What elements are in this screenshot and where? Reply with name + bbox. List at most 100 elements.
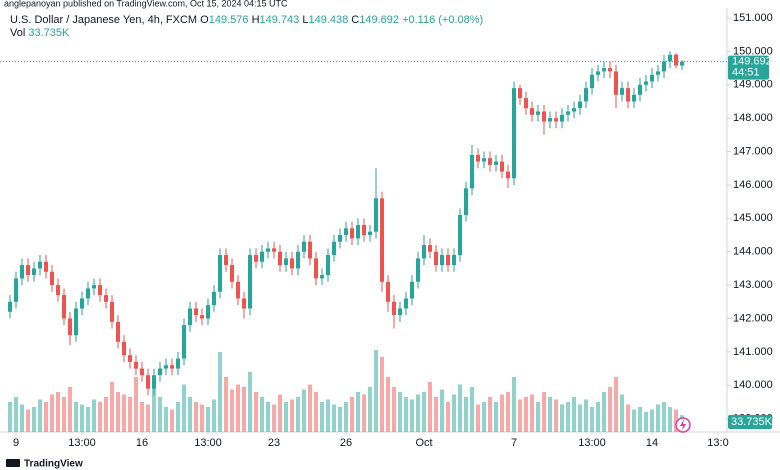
y-tick-label: 144.000 [733,246,773,258]
y-tick-label: 149.000 [733,79,773,91]
candle-body [44,261,48,272]
volume-bar [242,387,246,432]
candle-body [500,161,504,172]
candle-body [422,245,426,259]
y-tick-label: 143.000 [733,279,773,291]
candle-body [386,281,390,302]
volume-bar [422,392,426,432]
last-price-label: 149.692 [732,56,772,68]
volume-legend: Vol 33.735K [10,27,69,39]
candle-body [392,301,396,316]
candle-body [200,315,204,319]
volume-bar [116,392,120,432]
volume-bar [278,394,282,432]
y-tick-label: 140.000 [733,379,773,391]
volume-bar [434,397,438,432]
candle-body [152,375,156,389]
volume-bar [248,372,252,432]
logo: TradingView [6,459,83,470]
candle-body [86,288,90,299]
volume-bar [524,397,528,432]
candle-body [56,285,60,296]
y-tick-label: 145.000 [733,212,773,224]
candle-body [554,118,558,122]
candle-body [218,255,222,292]
volume-bar [128,397,132,432]
candle-body [134,361,138,369]
candle-body [302,241,306,252]
volume-bar [548,397,552,432]
volume-bar [668,407,672,432]
candle-body [266,248,270,252]
volume-bar [272,404,276,432]
candle-body [140,368,144,376]
candle-body [224,255,228,266]
volume-bar [554,399,558,432]
candle-body [584,88,588,102]
candle-body [116,321,120,342]
ohlc-letter: H [251,14,260,26]
volume-bar [374,350,378,432]
x-tick-label: 13:00 [194,437,222,449]
candle-body [656,71,660,75]
candle-body [92,285,96,289]
candle-body [608,68,612,72]
candle-body [248,255,252,309]
volume-bar [20,404,24,432]
candle-body [434,251,438,266]
volume-bar [50,394,54,432]
y-tick-label: 150.000 [733,45,773,57]
candle-body [272,248,276,252]
x-tick-label: 13:00 [578,437,606,449]
volume-bar [566,402,570,432]
volume-bar [614,377,618,432]
candle-body [74,308,78,336]
volume-bar [602,392,606,432]
candle-body [614,71,618,95]
x-tick-label: 13:00 [68,437,96,449]
volume-bar [446,402,450,432]
volume-title: Vol [10,27,26,39]
volume-bar [590,407,594,432]
candle-body [680,61,684,66]
candle-body [662,61,666,72]
candle-body [404,298,408,309]
volume-bar [560,404,564,432]
volume-bar [368,387,372,432]
volume-bar [452,394,456,432]
volume-bar [98,402,102,432]
volume-bar [350,397,354,432]
candle-body [20,265,24,279]
volume-bar [218,352,222,432]
volume-bar [470,387,474,432]
volume-bar [80,404,84,432]
volume-bar [170,409,174,432]
volume-bar [110,382,114,432]
volume-bar [482,402,486,432]
volume-bar [140,402,144,432]
countdown: 44:51 [732,67,760,79]
volume-bar [512,377,516,432]
marks [8,51,684,432]
volume-bar [644,412,648,432]
candle-body [380,198,384,282]
volume-bar [284,402,288,432]
volume-bar [296,397,300,432]
volume-bar [146,404,150,432]
volume-bar [26,409,30,432]
candle-body [104,295,108,302]
candle-body [638,84,642,95]
candle-body [542,111,546,122]
volume-bar [44,402,48,432]
candle-body [368,231,372,236]
candle-body [308,241,312,259]
volume-bar [266,402,270,432]
candle-body [602,68,606,72]
volume-bar [68,387,72,432]
candle-body [596,71,600,75]
candle-body [194,308,198,316]
volume-bar [134,377,138,432]
